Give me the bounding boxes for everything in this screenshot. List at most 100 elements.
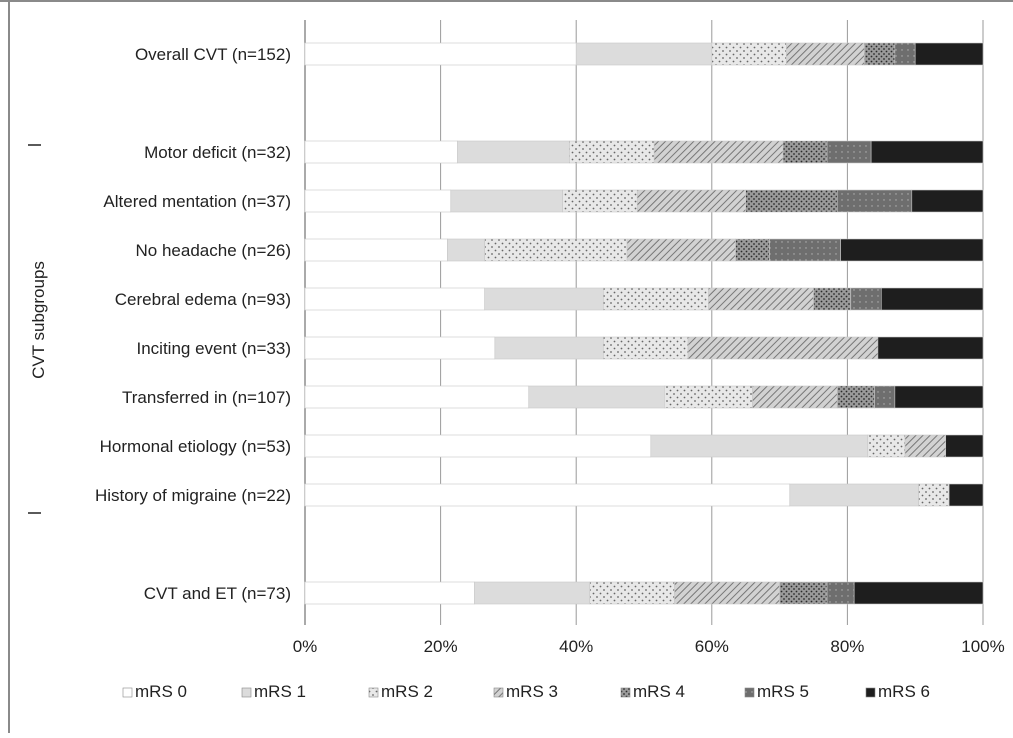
bar-segment: [836, 189, 913, 213]
bar-segment: [789, 483, 919, 507]
bars-layer: [304, 42, 984, 605]
bar-segment: [304, 42, 577, 66]
legend-label: mRS 4: [633, 682, 685, 701]
bar-segment: [474, 581, 591, 605]
bar-segment: [626, 238, 736, 262]
bar-segment: [304, 483, 791, 507]
category-label: Inciting event (n=33): [136, 339, 291, 358]
bar-segment: [589, 581, 675, 605]
bar-segment: [304, 336, 496, 360]
x-tick-label: 20%: [424, 637, 458, 656]
bar-segment: [447, 238, 485, 262]
y-axis-title: CVT subgroups: [29, 261, 48, 379]
x-tick-labels: 0% 20% 40% 60% 80% 100%: [293, 637, 1005, 656]
bar-segment: [304, 238, 448, 262]
bar-segment: [650, 434, 869, 458]
bar-segment: [653, 140, 784, 164]
category-label: Motor deficit (n=32): [144, 143, 291, 162]
bar-segment: [304, 189, 452, 213]
category-label: Transferred in (n=107): [122, 388, 291, 407]
bar-segment: [569, 140, 655, 164]
bar-segment: [945, 434, 984, 458]
bar-segment: [711, 42, 787, 66]
category-label: History of migraine (n=22): [95, 486, 291, 505]
bar-segment: [867, 434, 906, 458]
x-tick-label: 40%: [559, 637, 593, 656]
legend-swatch: [493, 687, 504, 698]
bar-segment: [836, 385, 875, 409]
bar-segment: [528, 385, 665, 409]
bar-segment: [708, 287, 814, 311]
bar-segment: [779, 581, 828, 605]
bar-segment: [782, 140, 828, 164]
bar-segment: [304, 385, 530, 409]
bar-segment: [786, 42, 865, 66]
bar-segment: [636, 189, 746, 213]
category-label: No headache (n=26): [136, 241, 291, 260]
bar-segment: [457, 140, 570, 164]
bar-segment: [735, 238, 770, 262]
bar-segment: [826, 140, 872, 164]
legend: mRS 0 mRS 1 mRS 2 mRS 3 mRS 4 mRS 5 mRS 6: [122, 682, 930, 701]
bar-segment: [914, 42, 984, 66]
bar-segment: [850, 287, 882, 311]
x-tick-label: 60%: [695, 637, 729, 656]
bar-segment: [880, 287, 984, 311]
bar-segment: [813, 287, 852, 311]
bar-segment: [948, 483, 984, 507]
grid-layer: [304, 20, 984, 625]
category-label: Hormonal etiology (n=53): [100, 437, 291, 456]
category-label: Cerebral edema (n=93): [115, 290, 291, 309]
legend-label: mRS 6: [878, 682, 930, 701]
bar-segment: [575, 42, 713, 66]
bar-segment: [304, 140, 458, 164]
bar-segment: [874, 385, 896, 409]
x-tick-label: 80%: [830, 637, 864, 656]
bar-segment: [304, 287, 485, 311]
bar-segment: [840, 238, 984, 262]
bar-segment: [484, 238, 628, 262]
legend-swatch: [620, 687, 631, 698]
legend-swatch: [368, 687, 379, 698]
category-label: CVT and ET (n=73): [144, 584, 291, 603]
bar-segment: [911, 189, 984, 213]
bar-segment: [826, 581, 855, 605]
bar-segment: [877, 336, 984, 360]
category-labels: Overall CVT (n=152) Motor deficit (n=32) A…: [95, 45, 291, 603]
bar-segment: [687, 336, 879, 360]
legend-label: mRS 5: [757, 682, 809, 701]
bar-segment: [304, 581, 475, 605]
bar-segment: [853, 581, 984, 605]
category-label: Altered mentation (n=37): [103, 192, 291, 211]
bar-segment: [674, 581, 780, 605]
bar-segment: [904, 434, 947, 458]
x-tick-label: 100%: [961, 637, 1004, 656]
category-label: Overall CVT (n=152): [135, 45, 291, 64]
legend-swatch: [744, 687, 755, 698]
legend-label: mRS 0: [135, 682, 187, 701]
legend-label: mRS 2: [381, 682, 433, 701]
bar-segment: [304, 434, 652, 458]
legend-swatch: [865, 687, 876, 698]
legend-swatch: [122, 687, 133, 698]
bar-segment: [894, 42, 916, 66]
bar-segment: [752, 385, 838, 409]
bar-segment: [484, 287, 604, 311]
bar-segment: [894, 385, 984, 409]
bar-segment: [562, 189, 638, 213]
legend-label: mRS 3: [506, 682, 558, 701]
bar-segment: [664, 385, 753, 409]
bar-segment: [769, 238, 841, 262]
x-tick-label: 0%: [293, 637, 318, 656]
bar-segment: [745, 189, 838, 213]
legend-swatch: [241, 687, 252, 698]
bar-segment: [918, 483, 950, 507]
legend-label: mRS 1: [254, 682, 306, 701]
bar-segment: [603, 336, 689, 360]
bar-segment: [494, 336, 604, 360]
bar-segment: [450, 189, 563, 213]
bar-segment: [864, 42, 896, 66]
bar-segment: [870, 140, 984, 164]
